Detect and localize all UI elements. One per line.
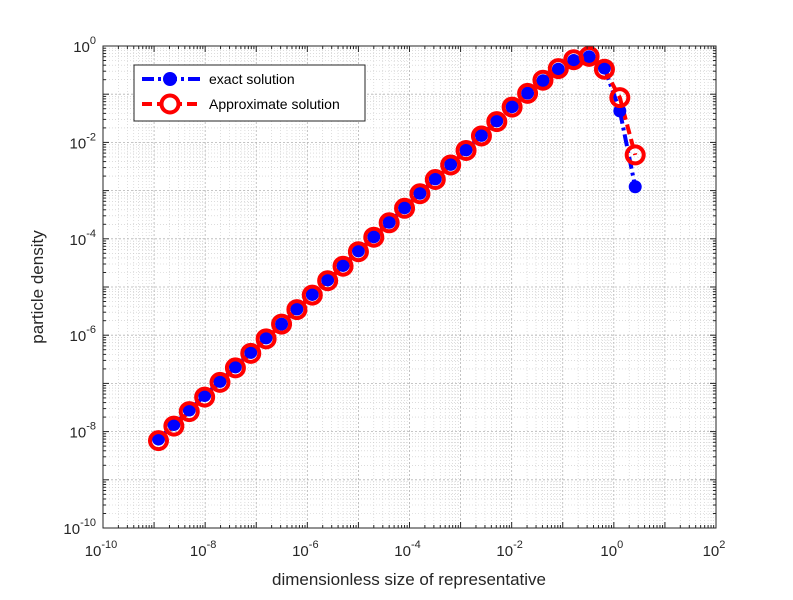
exact-data-point xyxy=(167,418,181,432)
approx-data-point xyxy=(332,255,354,277)
approx-data-point xyxy=(624,144,646,166)
exact-data-point xyxy=(244,345,258,359)
exact-data-point xyxy=(290,302,304,316)
approx-data-point xyxy=(363,226,385,248)
series-layer xyxy=(147,45,646,452)
exact-data-point xyxy=(275,317,289,331)
legend-approx-marker xyxy=(159,93,181,115)
exact-data-point xyxy=(567,54,581,68)
approx-data-point xyxy=(424,168,446,190)
legend: exact solution Approximate solution xyxy=(133,64,366,122)
approx-data-point xyxy=(470,125,492,147)
exact-data-point xyxy=(459,143,473,157)
approx-data-point xyxy=(163,415,185,437)
approx-data-point xyxy=(547,58,569,80)
approx-data-point xyxy=(578,45,600,67)
exact-data-point xyxy=(490,114,504,128)
y-tick-label: 10-2 xyxy=(70,131,96,152)
legend-approx-label: Approximate solution xyxy=(209,96,340,112)
exact-data-point xyxy=(213,374,227,388)
approx-data-point xyxy=(224,357,246,379)
x-tick-label: 102 xyxy=(703,539,726,560)
legend-exact-marker xyxy=(163,72,177,86)
approx-data-point xyxy=(609,87,631,109)
approx-data-point xyxy=(271,313,293,335)
x-tick-label: 10-6 xyxy=(292,539,318,560)
exact-data-point xyxy=(382,215,396,229)
exact-data-point xyxy=(521,86,535,100)
x-tick-label: 10-10 xyxy=(85,539,118,560)
exact-data-point xyxy=(151,432,165,446)
y-axis-title: particle density xyxy=(28,230,47,344)
approx-data-point xyxy=(147,430,169,452)
approx-data-point xyxy=(501,96,523,118)
approx-data-point xyxy=(240,342,262,364)
exact-data-point xyxy=(367,230,381,244)
approx-data-point xyxy=(517,82,539,104)
exact-data-point xyxy=(551,62,565,76)
exact-data-point xyxy=(613,104,627,118)
exact-data-point xyxy=(259,331,273,345)
y-tick-label: 10-10 xyxy=(63,517,96,538)
exact-data-point xyxy=(198,389,212,403)
legend-exact-label: exact solution xyxy=(209,71,295,87)
exact-data-point xyxy=(597,61,611,75)
approx-data-point xyxy=(593,58,615,80)
approx-data-point xyxy=(394,197,416,219)
approx-data-point xyxy=(255,328,277,350)
x-tick-label: 100 xyxy=(600,539,623,560)
exact-data-point xyxy=(228,360,242,374)
exact-data-point xyxy=(305,287,319,301)
approx-data-point xyxy=(194,386,216,408)
exact-data-point xyxy=(474,128,488,142)
tick-labels: 10-10 10-8 10-6 10-4 10-2 100 102 10-10 10-8 10-6… xyxy=(63,35,725,560)
x-axis-title: dimensionless size of representative xyxy=(272,570,546,589)
exact-data-point xyxy=(321,273,335,287)
y-tick-label: 10-8 xyxy=(70,421,96,442)
approx-data-point xyxy=(178,401,200,423)
approx-data-point xyxy=(378,212,400,234)
x-tick-label: 10-8 xyxy=(190,539,216,560)
approx-data-point xyxy=(409,183,431,205)
axes-layer xyxy=(102,45,717,529)
exact-data-point xyxy=(413,186,427,200)
exact-data-point xyxy=(582,50,596,64)
approx-data-point xyxy=(455,139,477,161)
approx-data-point xyxy=(347,241,369,263)
approx-data-point xyxy=(286,299,308,321)
approx-data-point xyxy=(532,69,554,91)
exact-data-point xyxy=(336,258,350,272)
exact-data-point xyxy=(182,403,196,417)
exact-data-point xyxy=(351,244,365,258)
approx-data-point xyxy=(486,111,508,133)
x-tick-label: 10-4 xyxy=(394,539,420,560)
exact-data-point xyxy=(505,100,519,114)
approx-data-point xyxy=(440,154,462,176)
y-tick-label: 10-6 xyxy=(70,324,96,345)
y-tick-label: 100 xyxy=(73,35,96,56)
approx-data-point xyxy=(317,270,339,292)
exact-data-point xyxy=(536,74,550,88)
x-tick-label: 10-2 xyxy=(496,539,522,560)
approx-data-point xyxy=(209,371,231,393)
exact-data-point xyxy=(628,180,642,194)
y-tick-label: 10-4 xyxy=(70,228,96,249)
approx-data-point xyxy=(301,284,323,306)
exact-data-point xyxy=(428,172,442,186)
exact-data-point xyxy=(444,157,458,171)
exact-data-point xyxy=(398,201,412,215)
